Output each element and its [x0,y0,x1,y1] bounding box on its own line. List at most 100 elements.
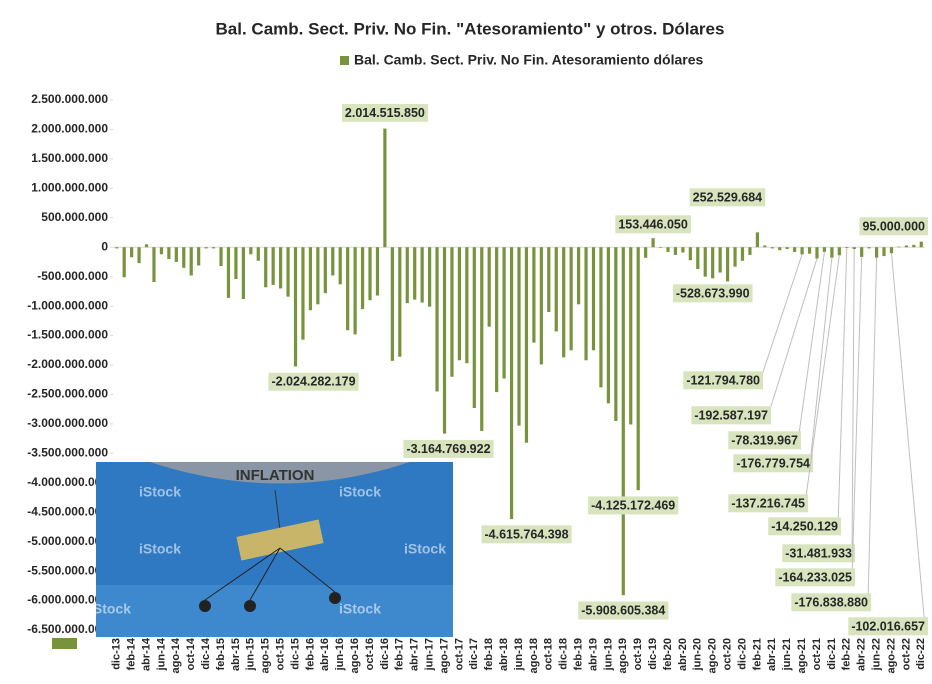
x-tick-label: feb-19 [573,638,585,670]
x-tick-label: dic-21 [826,638,838,670]
bar [152,247,156,282]
x-tick-label: oct-19 [632,638,644,670]
bar [465,247,469,364]
bar [711,247,715,279]
leader-line [890,253,926,628]
bar [740,247,745,261]
data-label-bg [683,371,764,390]
bar [211,247,216,249]
bar [785,247,789,249]
bar [293,247,298,367]
bar [517,247,521,426]
bar [428,247,432,307]
rope [204,547,281,601]
bar [390,247,394,361]
bar [353,247,357,335]
bar [763,245,767,248]
figure [244,600,256,612]
bar [249,247,253,255]
x-tick-label: oct-17 [453,638,465,670]
inset-image: INFLATION iStock iStock iStock iStock iStock i… [89,462,453,637]
bar [897,246,901,248]
data-label-bg [578,601,669,620]
bar [845,247,849,249]
data-label: -5.908.605.384 [581,603,665,617]
data-label-bg [588,496,679,515]
figure [329,592,341,604]
data-label-bg [775,568,856,587]
bar [725,247,730,282]
bar [234,247,238,280]
rope [274,489,281,531]
bar [174,247,178,262]
data-label-bg [768,517,842,536]
x-tick-label: jun-15 [245,638,257,671]
bar [696,247,700,270]
x-tick-label: ago-20 [707,638,719,673]
bar [308,247,313,311]
watermark: iStock [404,541,446,557]
bar [554,247,558,332]
x-tick-label: abr-16 [319,638,331,671]
figure [199,600,211,612]
x-tick-label: dic-15 [289,638,301,670]
data-label: 2.014.515.850 [345,106,425,120]
leader-line [851,256,863,579]
bar [904,245,908,248]
bar [591,247,596,351]
x-tick-label: dic-17 [468,638,480,670]
bar [718,247,722,273]
bar [435,247,439,392]
bar [860,247,864,257]
data-label-bg [791,593,872,612]
data-label: 95.000.000 [862,219,925,233]
bar [182,247,186,268]
bar [614,247,618,421]
bar [502,247,506,379]
x-tick-label: feb-22 [841,638,853,670]
x-tick-label: abr-19 [587,638,599,671]
bar [480,247,484,431]
data-label-bg [403,439,494,458]
bar [130,247,134,258]
x-tick-label: oct-20 [721,638,733,670]
bar [837,247,841,256]
bar [286,247,290,297]
data-label: -192.587.197 [694,408,768,422]
x-tick-label: oct-16 [364,638,376,670]
data-label: -176.838.880 [794,595,868,609]
leader-line [759,254,803,382]
data-label: -102.016.657 [851,619,925,633]
bar [509,247,514,520]
x-tick-label: feb-20 [662,638,674,670]
watermark: iStock [139,484,181,500]
data-label: -4.125.172.469 [591,498,675,512]
data-label: 153.446.050 [618,217,688,231]
bar [644,247,648,258]
bar [673,247,678,255]
data-label-bg [615,215,691,234]
x-tick-label: ago-18 [528,638,540,673]
x-tick-label: feb-17 [394,638,406,670]
data-label: -78.319.967 [731,433,798,447]
bar [375,247,380,296]
bar [487,247,491,327]
bar [681,247,685,253]
x-tick-label: abr-15 [230,638,242,671]
x-tick-label: dic-16 [379,638,391,670]
bar [167,247,171,259]
data-label-bg [481,525,572,544]
bar [912,244,916,248]
y-tick-label: 2.000.000.000 [31,122,108,136]
bar [882,247,886,257]
bar [383,128,387,248]
data-label: -31.481.933 [785,546,852,560]
x-tick-label: oct-22 [900,638,912,670]
x-tick-label: jun-14 [155,637,167,671]
bar [807,247,812,254]
y-tick-label: -4.500.000.000 [27,504,108,518]
bar [688,247,692,261]
x-tick-label: dic-14 [200,637,212,670]
watermark: iStock [89,601,131,617]
